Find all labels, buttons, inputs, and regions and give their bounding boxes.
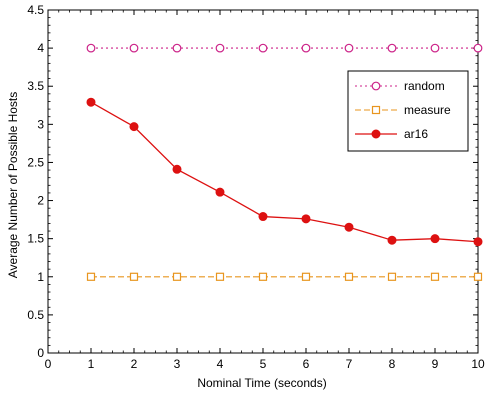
x-tick-label: 1 xyxy=(88,357,95,371)
data-point-ar16 xyxy=(473,237,483,247)
data-point-random xyxy=(344,43,354,53)
x-tick-label: 8 xyxy=(389,357,396,371)
legend-label-measure: measure xyxy=(404,103,451,117)
data-point-random xyxy=(258,43,268,53)
y-tick-label: 3 xyxy=(37,117,44,131)
x-tick-label: 5 xyxy=(260,357,267,371)
data-point-measure xyxy=(473,272,483,281)
data-point-random xyxy=(86,43,96,53)
x-tick-label: 2 xyxy=(131,357,138,371)
data-point-measure xyxy=(258,272,268,281)
y-tick-label: 2.5 xyxy=(27,155,44,169)
data-point-ar16 xyxy=(258,212,268,222)
data-point-ar16 xyxy=(387,235,397,245)
y-tick-label: 2 xyxy=(37,194,44,208)
data-point-random xyxy=(387,43,397,53)
data-point-ar16 xyxy=(344,222,354,232)
data-point-measure xyxy=(86,272,96,281)
y-tick-label: 1 xyxy=(37,270,44,284)
data-point-random xyxy=(430,43,440,53)
legend-label-ar16: ar16 xyxy=(404,127,428,141)
legend-swatch-marker-measure xyxy=(371,105,381,115)
y-tick-label: 4 xyxy=(37,41,44,55)
data-point-random xyxy=(301,43,311,53)
series-line-ar16 xyxy=(90,101,479,243)
y-tick-label: 0.5 xyxy=(27,308,44,322)
data-point-random xyxy=(473,43,483,53)
legend-swatch-marker-ar16 xyxy=(371,129,381,139)
legend-box xyxy=(347,70,469,152)
data-point-measure xyxy=(344,272,354,281)
legend-swatch-marker-random xyxy=(371,81,381,91)
data-point-random xyxy=(215,43,225,53)
y-tick-label: 0 xyxy=(37,346,44,360)
series-measure xyxy=(86,272,483,281)
y-tick-label: 3.5 xyxy=(27,79,44,93)
x-tick-label: 10 xyxy=(471,357,485,371)
data-point-ar16 xyxy=(430,234,440,244)
data-point-random xyxy=(172,43,182,53)
y-tick-label: 4.5 xyxy=(27,3,44,17)
y-axis-label: Average Number of Possible Hosts xyxy=(6,92,20,279)
series-ar16 xyxy=(86,97,483,247)
data-point-measure xyxy=(129,272,139,281)
data-point-ar16 xyxy=(215,187,225,197)
data-point-ar16 xyxy=(86,97,96,107)
x-axis-label: Nominal Time (seconds) xyxy=(197,376,326,390)
x-tick-label: 7 xyxy=(346,357,353,371)
x-tick-label: 4 xyxy=(217,357,224,371)
series-random xyxy=(86,43,483,53)
x-tick-label: 0 xyxy=(45,357,52,371)
data-point-ar16 xyxy=(129,122,139,132)
data-point-measure xyxy=(215,272,225,281)
data-point-random xyxy=(129,43,139,53)
data-point-measure xyxy=(387,272,397,281)
legend: random measure ar16 xyxy=(347,70,469,152)
x-tick-label: 6 xyxy=(303,357,310,371)
data-point-measure xyxy=(301,272,311,281)
x-axis: 0 1 2 3 4 5 6 7 8 9 10 xyxy=(45,10,485,371)
data-point-measure xyxy=(430,272,440,281)
series-layer xyxy=(86,43,483,281)
data-point-measure xyxy=(172,272,182,281)
data-point-ar16 xyxy=(301,214,311,224)
x-tick-label: 9 xyxy=(432,357,439,371)
data-point-ar16 xyxy=(172,164,182,174)
legend-label-random: random xyxy=(404,79,445,93)
y-axis: 0 0.5 1 1.5 2 2.5 3 3.5 4 4.5 xyxy=(27,3,478,360)
plot-border xyxy=(47,9,479,354)
x-tick-label: 3 xyxy=(174,357,181,371)
plot-area xyxy=(47,9,479,354)
y-tick-label: 1.5 xyxy=(27,232,44,246)
